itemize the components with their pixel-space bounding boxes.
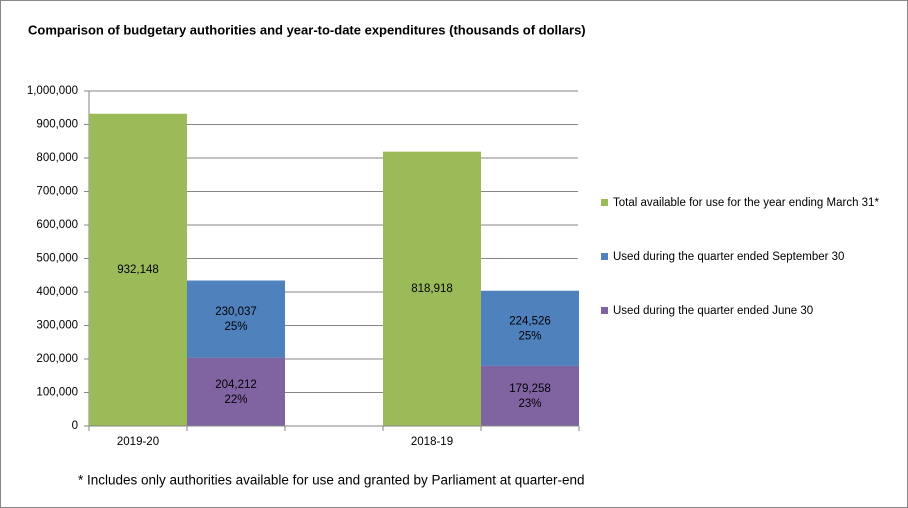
legend-item: Used during the quarter ended September …	[601, 249, 886, 265]
value-label: 224,526	[509, 315, 551, 327]
y-tick-label: 500,000	[36, 253, 78, 265]
bar	[481, 365, 579, 426]
value-label: 204,212	[215, 379, 257, 391]
share-label: 25%	[518, 330, 541, 342]
share-label: 22%	[224, 394, 247, 406]
y-tick-label: 600,000	[36, 219, 78, 231]
y-tick-label: 400,000	[36, 286, 78, 298]
bar	[187, 357, 285, 426]
y-tick-label: 300,000	[36, 320, 78, 332]
x-tick-label: 2019-20	[117, 436, 159, 448]
bar	[89, 113, 187, 427]
y-tick-label: 900,000	[36, 119, 78, 131]
legend-item: Used during the quarter ended June 30	[601, 303, 886, 319]
share-label: 25%	[224, 321, 247, 333]
y-tick-label: 700,000	[36, 186, 78, 198]
legend-swatch	[601, 199, 608, 206]
legend-swatch	[601, 253, 608, 260]
value-label: 932,148	[117, 264, 159, 276]
share-label: 23%	[518, 398, 541, 410]
legend: Total available for use for the year end…	[601, 195, 886, 357]
y-tick-label: 800,000	[36, 152, 78, 164]
x-tick-label: 2018-19	[411, 436, 453, 448]
legend-label: Used during the quarter ended September …	[613, 251, 845, 263]
footnote: * Includes only authorities available fo…	[78, 473, 585, 488]
value-label: 818,918	[411, 283, 453, 295]
bar	[383, 151, 481, 426]
legend-item: Total available for use for the year end…	[601, 195, 886, 211]
bar	[187, 280, 285, 358]
chart-title: Comparison of budgetary authorities and …	[28, 22, 586, 37]
legend-label: Used during the quarter ended June 30	[613, 305, 814, 317]
y-tick-label: 100,000	[36, 387, 78, 399]
legend-label: Total available for use for the year end…	[613, 197, 879, 209]
y-tick-label: 0	[72, 420, 78, 432]
y-tick-label: 1,000,000	[27, 85, 78, 97]
value-label: 230,037	[215, 306, 257, 318]
bar	[481, 290, 579, 366]
y-tick-label: 200,000	[36, 353, 78, 365]
legend-swatch	[601, 307, 608, 314]
value-label: 179,258	[509, 383, 551, 395]
